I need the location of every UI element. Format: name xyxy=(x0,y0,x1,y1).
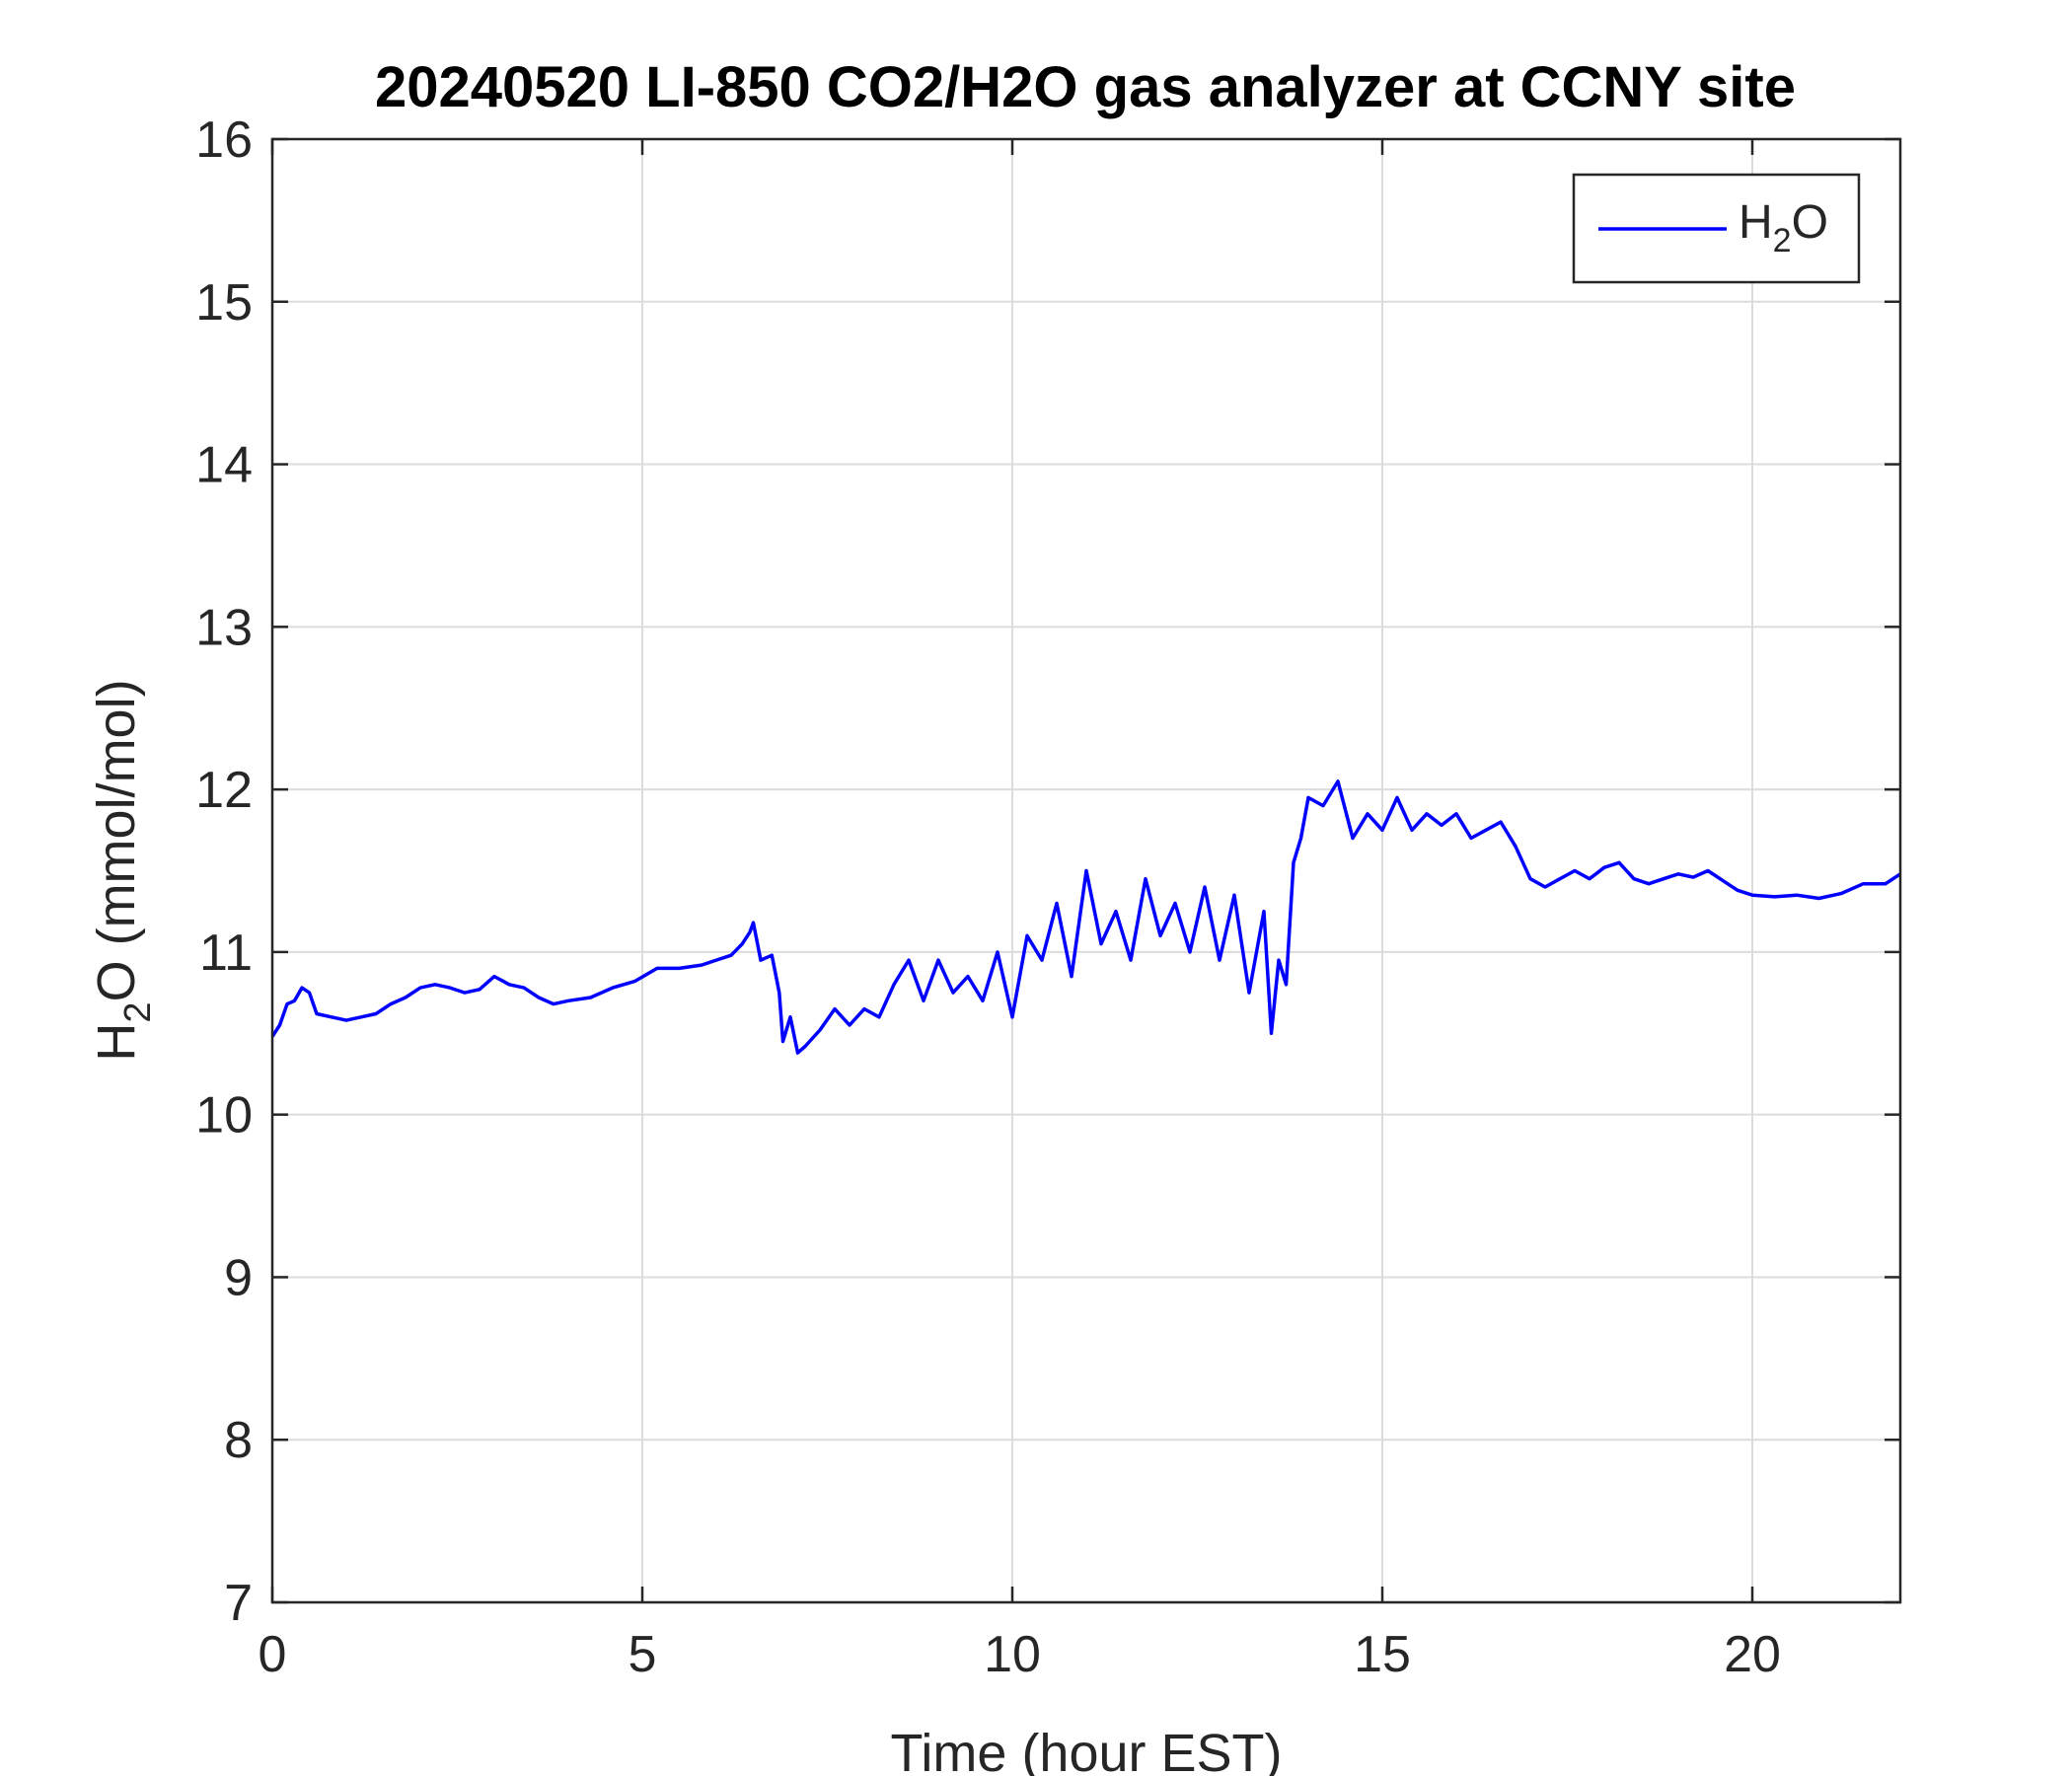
y-tick-label: 10 xyxy=(195,1087,253,1145)
y-axis-label-suffix: O (mmol/mol) xyxy=(87,679,146,1001)
y-tick-label: 9 xyxy=(224,1249,253,1306)
y-tick-label: 12 xyxy=(195,762,253,819)
x-tick-label: 0 xyxy=(259,1626,287,1683)
x-axis-label: Time (hour EST) xyxy=(890,1724,1282,1776)
legend-label-prefix: H xyxy=(1739,196,1773,249)
y-tick-label: 15 xyxy=(195,274,253,332)
y-tick-label: 14 xyxy=(195,437,253,494)
x-tick-labels: 0 5 10 15 20 xyxy=(259,1626,1781,1683)
y-tick-label: 13 xyxy=(195,599,253,656)
legend-label-subscript: 2 xyxy=(1773,222,1792,259)
y-tick-label: 16 xyxy=(195,111,253,169)
x-tick-label: 10 xyxy=(984,1626,1041,1683)
x-tick-label: 15 xyxy=(1354,1626,1411,1683)
chart-title: 20240520 LI-850 CO2/H2O gas analyzer at … xyxy=(375,55,1796,119)
plot-frame xyxy=(270,137,1902,1604)
y-axis-label-prefix: H xyxy=(87,1023,146,1062)
y-tick-labels: 7 8 9 10 11 12 13 14 15 16 xyxy=(195,111,253,1632)
y-tick-label: 7 xyxy=(224,1575,253,1632)
x-tick-label: 20 xyxy=(1724,1626,1781,1683)
y-axis-label-subscript: 2 xyxy=(117,1001,159,1022)
legend-label: H2O xyxy=(1739,196,1828,259)
legend: H2O xyxy=(1572,173,1861,284)
series-layer xyxy=(270,779,1901,1055)
y-axis-label: H2O (mmol/mol) xyxy=(87,679,159,1061)
x-tick-label: 5 xyxy=(629,1626,657,1683)
y-tick-label: 8 xyxy=(224,1412,253,1469)
h2o-series-line xyxy=(270,779,1901,1055)
y-tick-label: 11 xyxy=(199,925,253,982)
legend-label-suffix: O xyxy=(1792,196,1828,249)
